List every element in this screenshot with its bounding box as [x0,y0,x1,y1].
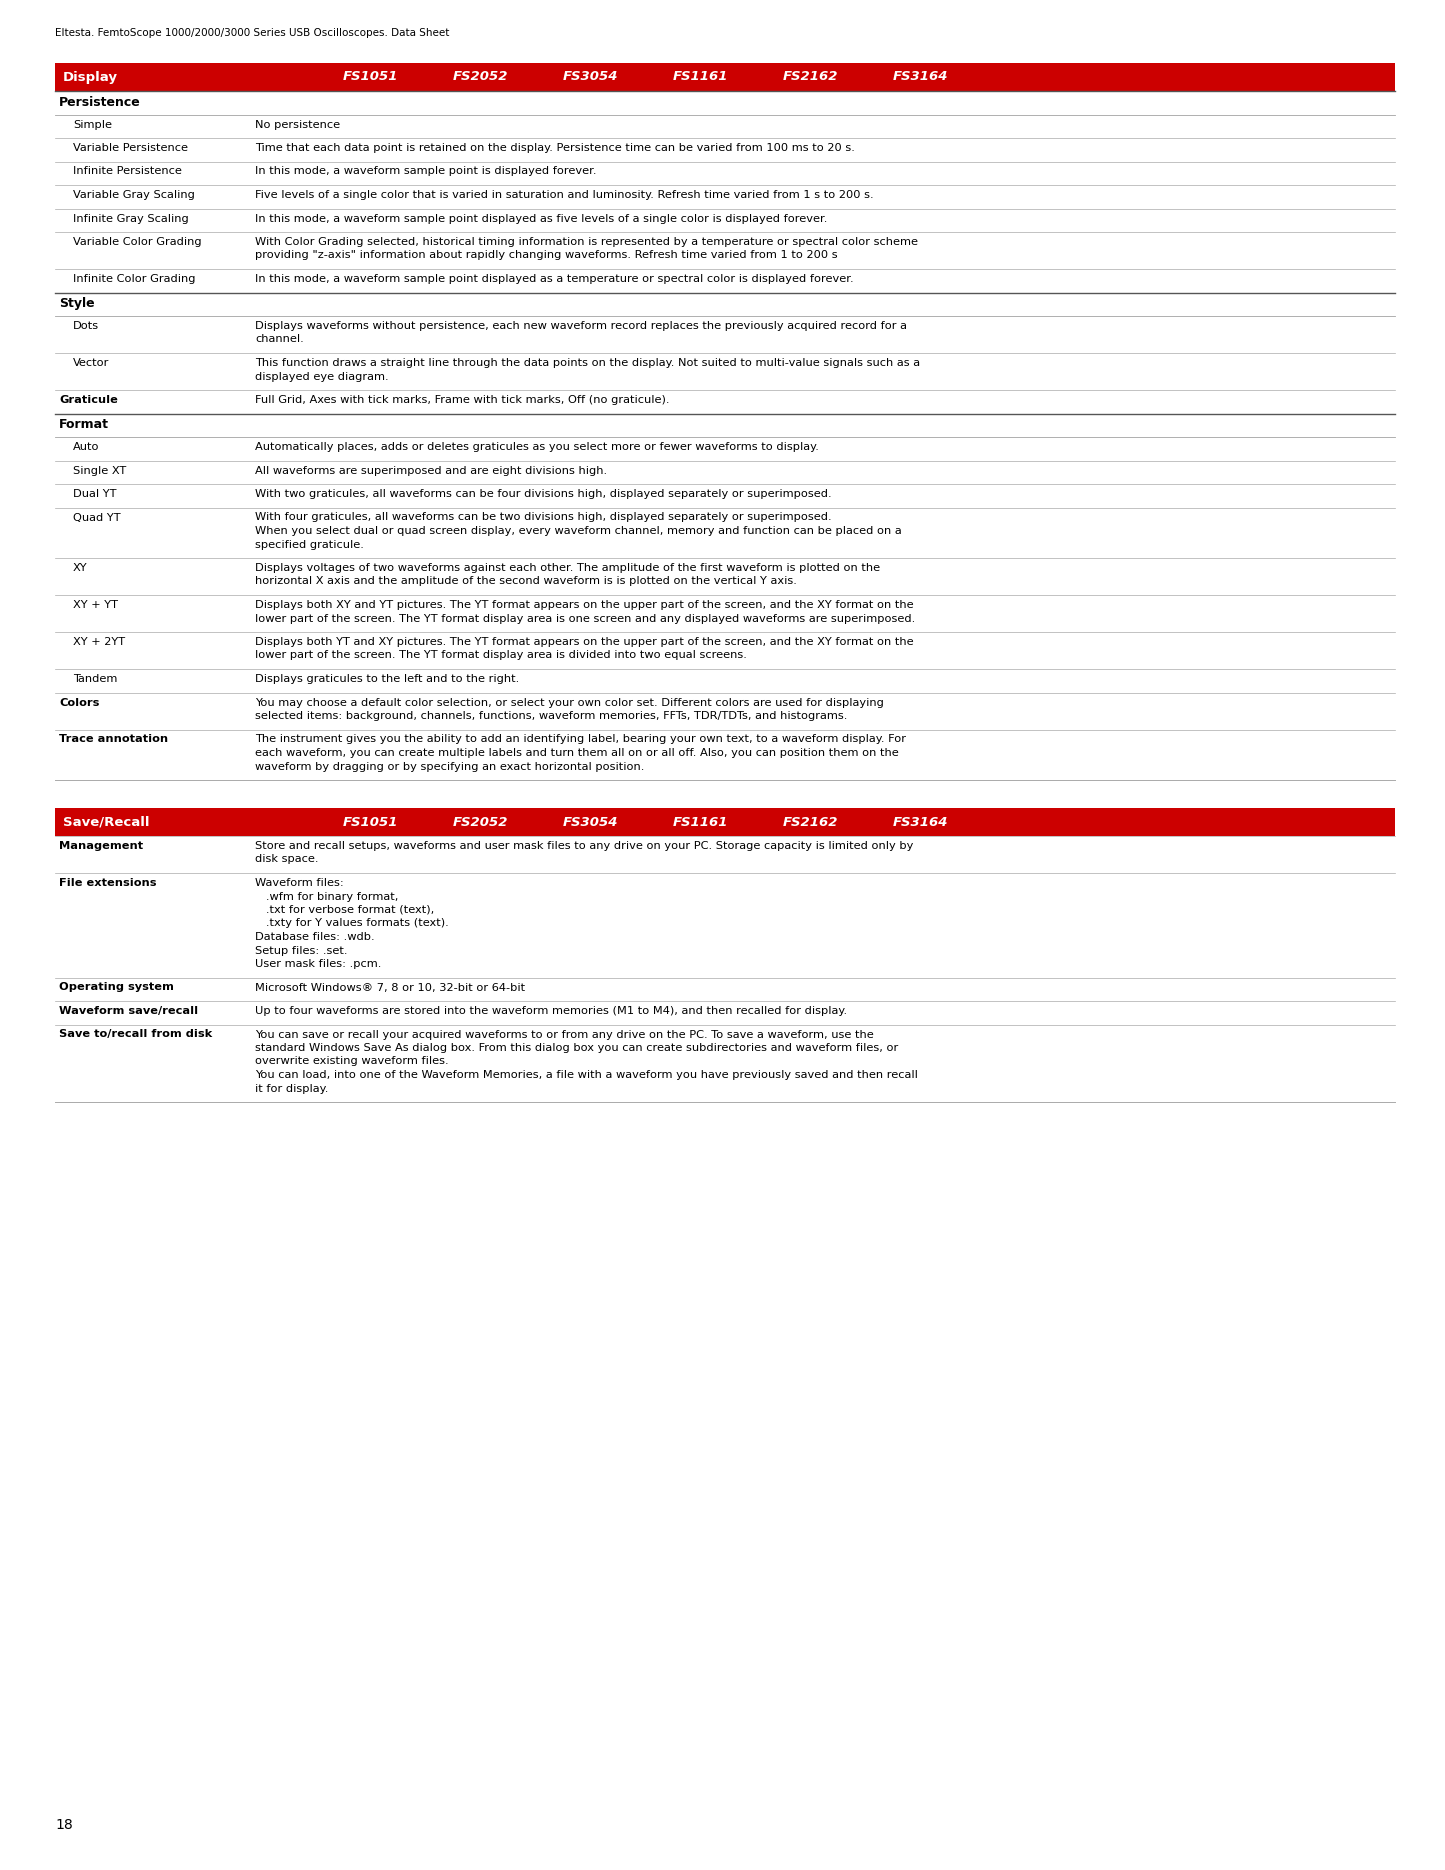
Text: overwrite existing waveform files.: overwrite existing waveform files. [254,1057,448,1066]
Bar [55,808,1394,836]
Text: each waveform, you can create multiple labels and turn them all on or all off. A: each waveform, you can create multiple l… [254,748,899,757]
Text: You can load, into one of the Waveform Memories, a file with a waveform you have: You can load, into one of the Waveform M… [254,1070,918,1081]
Text: lower part of the screen. The YT format display area is divided into two equal s: lower part of the screen. The YT format … [254,651,747,660]
Text: Displays waveforms without persistence, each new waveform record replaces the pr: Displays waveforms without persistence, … [254,322,907,331]
Text: Automatically places, adds or deletes graticules as you select more or fewer wav: Automatically places, adds or deletes gr… [254,441,819,453]
Text: Waveform files:: Waveform files: [254,879,344,888]
Text: FS3164: FS3164 [892,71,948,84]
Text: You can save or recall your acquired waveforms to or from any drive on the PC. T: You can save or recall your acquired wav… [254,1030,874,1040]
Text: Time that each data point is retained on the display. Persistence time can be va: Time that each data point is retained on… [254,142,855,153]
Text: Database files: .wdb.: Database files: .wdb. [254,931,374,942]
Text: FS3054: FS3054 [562,71,618,84]
Text: Variable Gray Scaling: Variable Gray Scaling [74,191,195,200]
Text: standard Windows Save As dialog box. From this dialog box you can create subdire: standard Windows Save As dialog box. Fro… [254,1043,899,1053]
Text: Save to/recall from disk: Save to/recall from disk [59,1030,212,1040]
Text: displayed eye diagram.: displayed eye diagram. [254,372,389,381]
Text: Quad YT: Quad YT [74,512,120,522]
Text: Store and recall setups, waveforms and user mask files to any drive on your PC. : Store and recall setups, waveforms and u… [254,842,913,851]
Text: Variable Color Grading: Variable Color Grading [74,237,202,247]
Text: Save/Recall: Save/Recall [64,815,149,828]
Text: Infinite Gray Scaling: Infinite Gray Scaling [74,213,189,224]
Text: Vector: Vector [74,357,110,368]
Text: FS2162: FS2162 [782,815,838,828]
Text: Up to four waveforms are stored into the waveform memories (M1 to M4), and then : Up to four waveforms are stored into the… [254,1006,847,1015]
Text: FS2162: FS2162 [782,71,838,84]
Text: it for display.: it for display. [254,1083,328,1094]
Text: Format: Format [59,419,108,432]
Text: Variable Persistence: Variable Persistence [74,142,188,153]
Text: Tandem: Tandem [74,673,117,684]
Text: horizontal X axis and the amplitude of the second waveform is is plotted on the : horizontal X axis and the amplitude of t… [254,576,796,587]
Text: Auto: Auto [74,441,100,453]
Text: The instrument gives you the ability to add an identifying label, bearing your o: The instrument gives you the ability to … [254,735,906,744]
Text: In this mode, a waveform sample point is displayed forever.: In this mode, a waveform sample point is… [254,166,597,176]
Text: User mask files: .pcm.: User mask files: .pcm. [254,959,381,969]
Text: Display: Display [64,71,118,84]
Text: 18: 18 [55,1818,72,1833]
Text: Displays both YT and XY pictures. The YT format appears on the upper part of the: Displays both YT and XY pictures. The YT… [254,638,913,647]
Text: All waveforms are superimposed and are eight divisions high.: All waveforms are superimposed and are e… [254,466,607,475]
Text: XY + YT: XY + YT [74,600,118,610]
Text: FS3054: FS3054 [562,815,618,828]
Text: .wfm for binary format,: .wfm for binary format, [254,892,399,901]
Text: You may choose a default color selection, or select your own color set. Differen: You may choose a default color selection… [254,698,884,707]
Text: Infinite Color Grading: Infinite Color Grading [74,275,195,284]
Text: disk space.: disk space. [254,855,318,864]
Text: Simple: Simple [74,120,113,129]
Text: Displays both XY and YT pictures. The YT format appears on the upper part of the: Displays both XY and YT pictures. The YT… [254,600,913,610]
Text: Setup files: .set.: Setup files: .set. [254,946,347,956]
Text: providing "z-axis" information about rapidly changing waveforms. Refresh time va: providing "z-axis" information about rap… [254,251,838,260]
Text: FS1051: FS1051 [342,71,397,84]
Text: Displays voltages of two waveforms against each other. The amplitude of the firs: Displays voltages of two waveforms again… [254,563,880,572]
Text: When you select dual or quad screen display, every waveform channel, memory and : When you select dual or quad screen disp… [254,525,902,537]
Text: Dots: Dots [74,322,100,331]
Text: Full Grid, Axes with tick marks, Frame with tick marks, Off (no graticule).: Full Grid, Axes with tick marks, Frame w… [254,395,669,406]
Text: FS1161: FS1161 [672,815,728,828]
Text: Single XT: Single XT [74,466,126,475]
Text: With Color Grading selected, historical timing information is represented by a t: With Color Grading selected, historical … [254,237,918,247]
Text: Management: Management [59,842,143,851]
Text: Infinite Persistence: Infinite Persistence [74,166,182,176]
Text: .txty for Y values formats (text).: .txty for Y values formats (text). [254,918,449,929]
Text: FS2052: FS2052 [452,71,507,84]
Text: Microsoft Windows® 7, 8 or 10, 32-bit or 64-bit: Microsoft Windows® 7, 8 or 10, 32-bit or… [254,982,525,993]
Text: File extensions: File extensions [59,879,156,888]
Text: Operating system: Operating system [59,982,173,993]
Text: With four graticules, all waveforms can be two divisions high, displayed separat: With four graticules, all waveforms can … [254,512,832,522]
Text: Waveform save/recall: Waveform save/recall [59,1006,198,1015]
Text: selected items: background, channels, functions, waveform memories, FFTs, TDR/TD: selected items: background, channels, fu… [254,711,847,722]
Text: FS2052: FS2052 [452,815,507,828]
Text: With two graticules, all waveforms can be four divisions high, displayed separat: With two graticules, all waveforms can b… [254,488,832,499]
Text: Colors: Colors [59,698,100,707]
Text: Displays graticules to the left and to the right.: Displays graticules to the left and to t… [254,673,519,684]
Text: Style: Style [59,297,94,310]
Text: Graticule: Graticule [59,395,118,406]
Text: channel.: channel. [254,335,303,344]
Text: Eltesta. FemtoScope 1000/2000/3000 Series USB Oscilloscopes. Data Sheet: Eltesta. FemtoScope 1000/2000/3000 Serie… [55,28,449,37]
Text: XY + 2YT: XY + 2YT [74,638,126,647]
Bar [55,64,1394,92]
Text: This function draws a straight line through the data points on the display. Not : This function draws a straight line thro… [254,357,920,368]
Text: waveform by dragging or by specifying an exact horizontal position.: waveform by dragging or by specifying an… [254,761,644,772]
Text: .txt for verbose format (text),: .txt for verbose format (text), [254,905,435,914]
Text: Trace annotation: Trace annotation [59,735,168,744]
Text: FS1051: FS1051 [342,815,397,828]
Text: Five levels of a single color that is varied in saturation and luminosity. Refre: Five levels of a single color that is va… [254,191,874,200]
Text: In this mode, a waveform sample point displayed as five levels of a single color: In this mode, a waveform sample point di… [254,213,828,224]
Text: lower part of the screen. The YT format display area is one screen and any displ: lower part of the screen. The YT format … [254,613,915,623]
Text: Dual YT: Dual YT [74,488,117,499]
Text: FS3164: FS3164 [892,815,948,828]
Text: XY: XY [74,563,88,572]
Text: In this mode, a waveform sample point displayed as a temperature or spectral col: In this mode, a waveform sample point di… [254,275,854,284]
Text: FS1161: FS1161 [672,71,728,84]
Text: Persistence: Persistence [59,95,140,108]
Text: specified graticule.: specified graticule. [254,540,364,550]
Text: No persistence: No persistence [254,120,340,129]
